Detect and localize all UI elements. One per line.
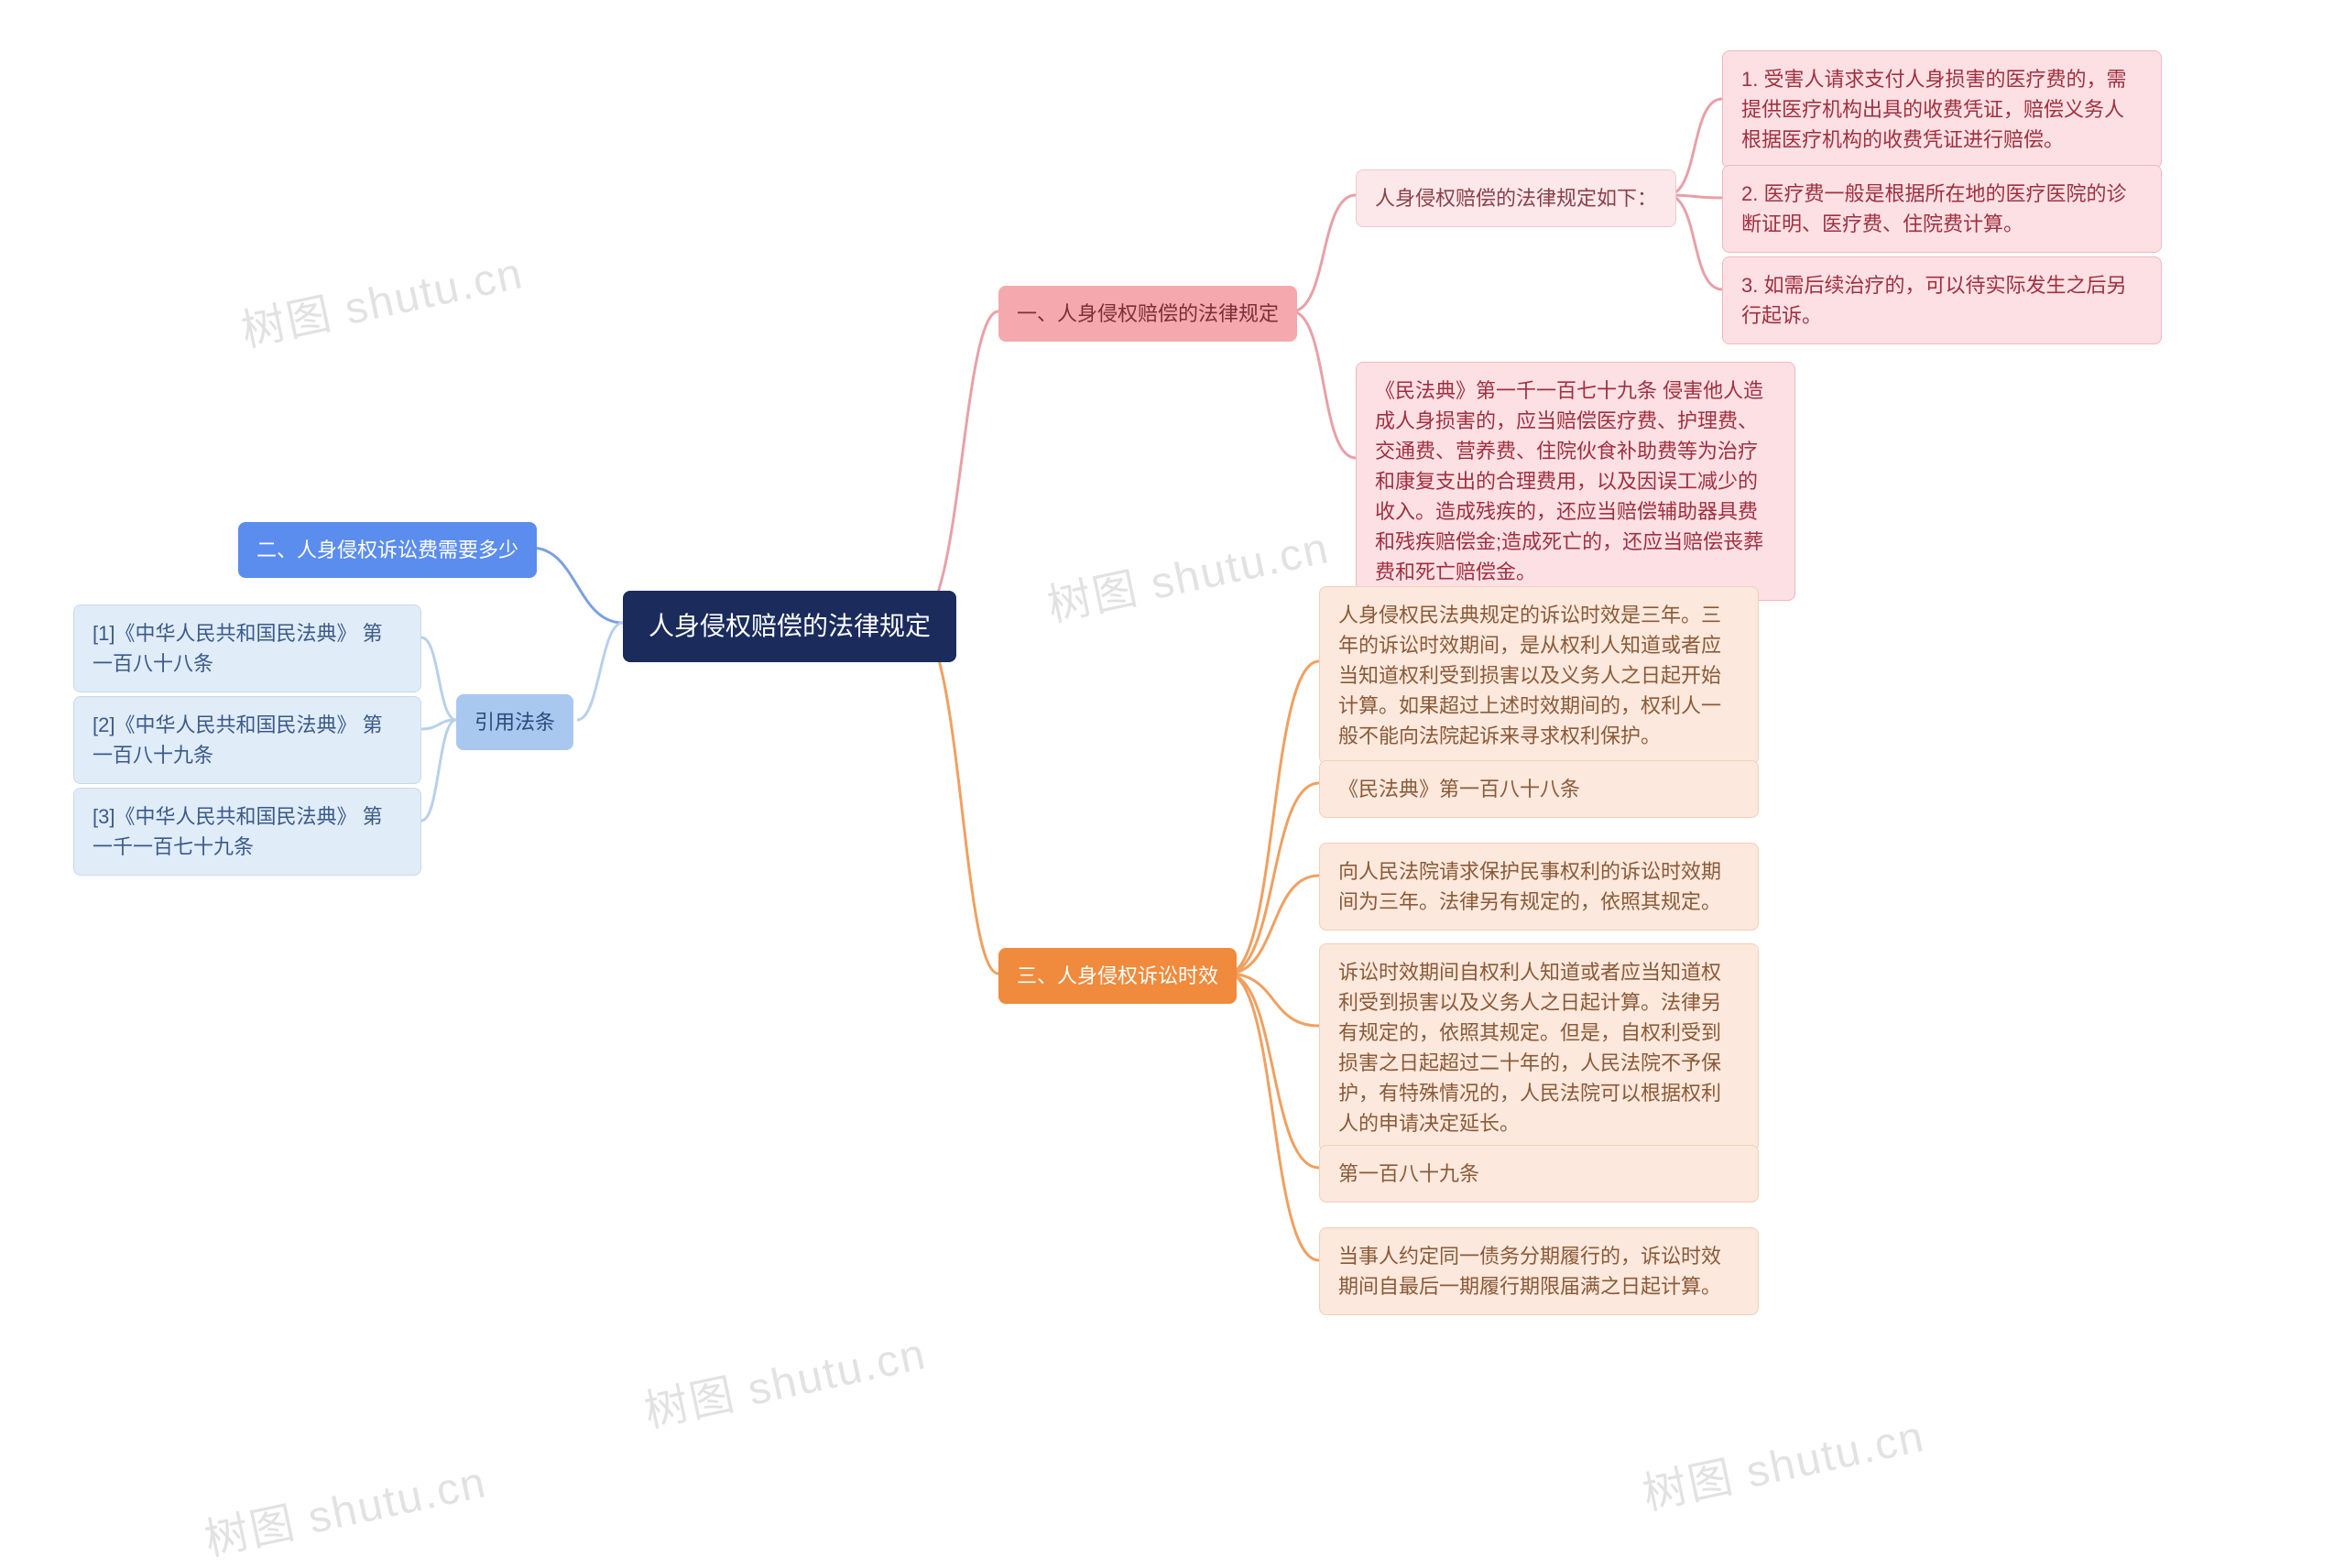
- leaf-section1-sub1-item3[interactable]: 3. 如需后续治疗的，可以待实际发生之后另行起诉。: [1722, 256, 2162, 344]
- branch-section3[interactable]: 三、人身侵权诉讼时效: [998, 948, 1237, 1004]
- watermark: 树图 shutu.cn: [1636, 1399, 1930, 1522]
- leaf-citation-1[interactable]: [1]《中华人民共和国民法典》 第一百八十八条: [73, 604, 421, 692]
- leaf-section3-item1[interactable]: 人身侵权民法典规定的诉讼时效是三年。三年的诉讼时效期间，是从权利人知道或者应当知…: [1319, 586, 1759, 765]
- branch-section1[interactable]: 一、人身侵权赔偿的法律规定: [998, 286, 1297, 342]
- leaf-section3-item2[interactable]: 《民法典》第一百八十八条: [1319, 760, 1759, 818]
- root-node[interactable]: 人身侵权赔偿的法律规定: [623, 591, 956, 662]
- leaf-section3-item6[interactable]: 当事人约定同一债务分期履行的，诉讼时效期间自最后一期履行期限届满之日起计算。: [1319, 1227, 1759, 1315]
- leaf-section3-item4[interactable]: 诉讼时效期间自权利人知道或者应当知道权利受到损害以及义务人之日起计算。法律另有规…: [1319, 943, 1759, 1152]
- leaf-citation-2[interactable]: [2]《中华人民共和国民法典》 第一百八十九条: [73, 696, 421, 784]
- leaf-section3-item5[interactable]: 第一百八十九条: [1319, 1145, 1759, 1203]
- leaf-section1-sub1-item2[interactable]: 2. 医疗费一般是根据所在地的医疗医院的诊断证明、医疗费、住院费计算。: [1722, 165, 2162, 253]
- leaf-section1-sub1-item1[interactable]: 1. 受害人请求支付人身损害的医疗费的，需提供医疗机构出具的收费凭证，赔偿义务人…: [1722, 50, 2162, 169]
- watermark: 树图 shutu.cn: [234, 236, 529, 359]
- leaf-section3-item3[interactable]: 向人民法院请求保护民事权利的诉讼时效期间为三年。法律另有规定的，依照其规定。: [1319, 843, 1759, 931]
- branch-citations[interactable]: 引用法条: [456, 694, 573, 750]
- leaf-section1-law[interactable]: 《民法典》第一千一百七十九条 侵害他人造成人身损害的，应当赔偿医疗费、护理费、交…: [1356, 362, 1795, 601]
- leaf-citation-3[interactable]: [3]《中华人民共和国民法典》 第一千一百七十九条: [73, 788, 421, 876]
- branch-section2[interactable]: 二、人身侵权诉讼费需要多少: [238, 522, 537, 578]
- watermark: 树图 shutu.cn: [1041, 511, 1335, 634]
- watermark: 树图 shutu.cn: [198, 1445, 492, 1568]
- node-section1-sub1[interactable]: 人身侵权赔偿的法律规定如下：: [1356, 169, 1676, 227]
- watermark: 树图 shutu.cn: [638, 1317, 932, 1440]
